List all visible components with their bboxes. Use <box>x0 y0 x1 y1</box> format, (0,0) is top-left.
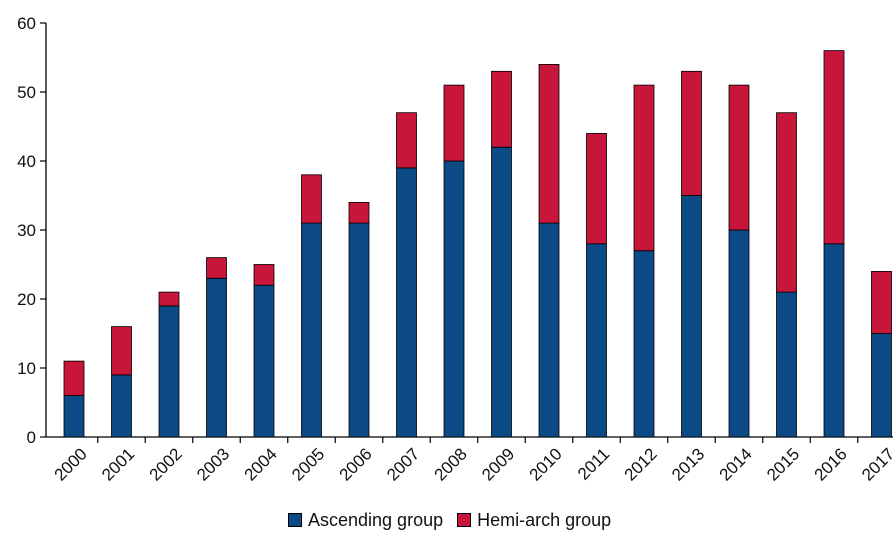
bar-hemi-arch-2014 <box>728 84 750 231</box>
x-tick-label: 2004 <box>241 444 281 484</box>
x-tick-label: 2012 <box>621 444 661 484</box>
bar-ascending-2008 <box>443 160 465 438</box>
x-tick-label: 2002 <box>146 444 186 484</box>
legend-item-ascending: Ascending group <box>288 510 443 531</box>
x-axis-tick-labels: 2000 2001 2002 2003 2004 2005 2006 2007 2008 2009… <box>51 444 895 484</box>
legend-label-hemi-arch: Hemi-arch group <box>477 509 612 530</box>
bar-ascending-2002 <box>158 305 180 438</box>
legend-label-ascending: Ascending group <box>308 509 444 530</box>
bar-hemi-arch-2017 <box>871 270 892 334</box>
y-axis-tick-labels: 0 10 20 30 40 50 60 <box>17 14 36 447</box>
bar-hemi-arch-2001 <box>111 326 132 376</box>
x-tick-label: 2013 <box>668 444 708 484</box>
x-tick-label: 2001 <box>98 444 138 484</box>
bar-hemi-arch-2005 <box>301 174 322 224</box>
x-tick-label: 2010 <box>526 444 566 484</box>
y-tick-label: 40 <box>17 152 36 171</box>
y-tick-label: 10 <box>17 359 36 378</box>
bar-ascending-2015 <box>776 291 797 438</box>
y-tick-label: 60 <box>17 14 36 33</box>
bar-hemi-arch-2009 <box>491 70 512 148</box>
bar-ascending-2009 <box>491 146 512 438</box>
axes <box>40 22 893 443</box>
bar-hemi-arch-2000 <box>63 360 85 397</box>
x-tick-label: 2005 <box>288 444 328 484</box>
x-tick-label: 2016 <box>811 444 851 484</box>
legend: Ascending group Hemi-arch group <box>288 508 625 532</box>
legend-swatch-hemi-arch <box>457 513 472 527</box>
bar-hemi-arch-2013 <box>681 70 702 196</box>
bar-ascending-2007 <box>396 167 417 438</box>
legend-item-hemi-arch: Hemi-arch group <box>457 510 611 531</box>
bar-hemi-arch-2016 <box>823 50 845 245</box>
bar-hemi-arch-2015 <box>776 112 797 293</box>
x-tick-label: 2006 <box>336 444 376 484</box>
bar-hemi-arch-2007 <box>396 112 417 169</box>
bar-ascending-2014 <box>728 229 750 438</box>
x-tick-label: 2014 <box>716 444 756 484</box>
bar-hemi-arch-2011 <box>586 132 607 245</box>
bar-ascending-2016 <box>823 243 845 438</box>
bar-ascending-2003 <box>206 277 227 438</box>
x-tick-label: 2007 <box>383 444 423 484</box>
x-tick-label: 2000 <box>51 444 91 484</box>
bar-hemi-arch-2003 <box>206 257 227 279</box>
x-tick-label: 2009 <box>478 444 518 484</box>
bar-hemi-arch-2004 <box>253 264 275 286</box>
bar-ascending-2017 <box>871 333 892 438</box>
bar-ascending-2011 <box>586 243 607 438</box>
y-tick-label: 50 <box>17 83 36 102</box>
x-tick-label: 2015 <box>763 444 803 484</box>
bar-ascending-2012 <box>633 250 655 438</box>
bar-hemi-arch-2006 <box>348 201 370 224</box>
bar-ascending-2005 <box>301 222 322 438</box>
bar-ascending-2004 <box>253 284 275 438</box>
x-tick-label: 2017 <box>858 444 895 484</box>
bar-ascending-2006 <box>348 222 370 438</box>
legend-swatch-ascending <box>288 513 302 527</box>
y-tick-label: 0 <box>27 428 36 447</box>
x-tick-label: 2011 <box>574 444 613 483</box>
bar-ascending-2010 <box>538 222 560 438</box>
y-tick-label: 20 <box>17 290 36 309</box>
x-tick-label: 2008 <box>431 444 471 484</box>
bar-ascending-2013 <box>681 195 702 438</box>
bar-hemi-arch-2002 <box>158 291 180 307</box>
bar-hemi-arch-2012 <box>633 84 655 252</box>
bar-hemi-arch-2010 <box>538 64 560 224</box>
bar-ascending-2000 <box>63 395 85 438</box>
bar-hemi-arch-2008 <box>443 84 465 162</box>
bar-ascending-2001 <box>111 374 132 438</box>
bars <box>63 50 892 438</box>
x-tick-label: 2003 <box>193 444 233 484</box>
y-tick-label: 30 <box>17 221 36 240</box>
